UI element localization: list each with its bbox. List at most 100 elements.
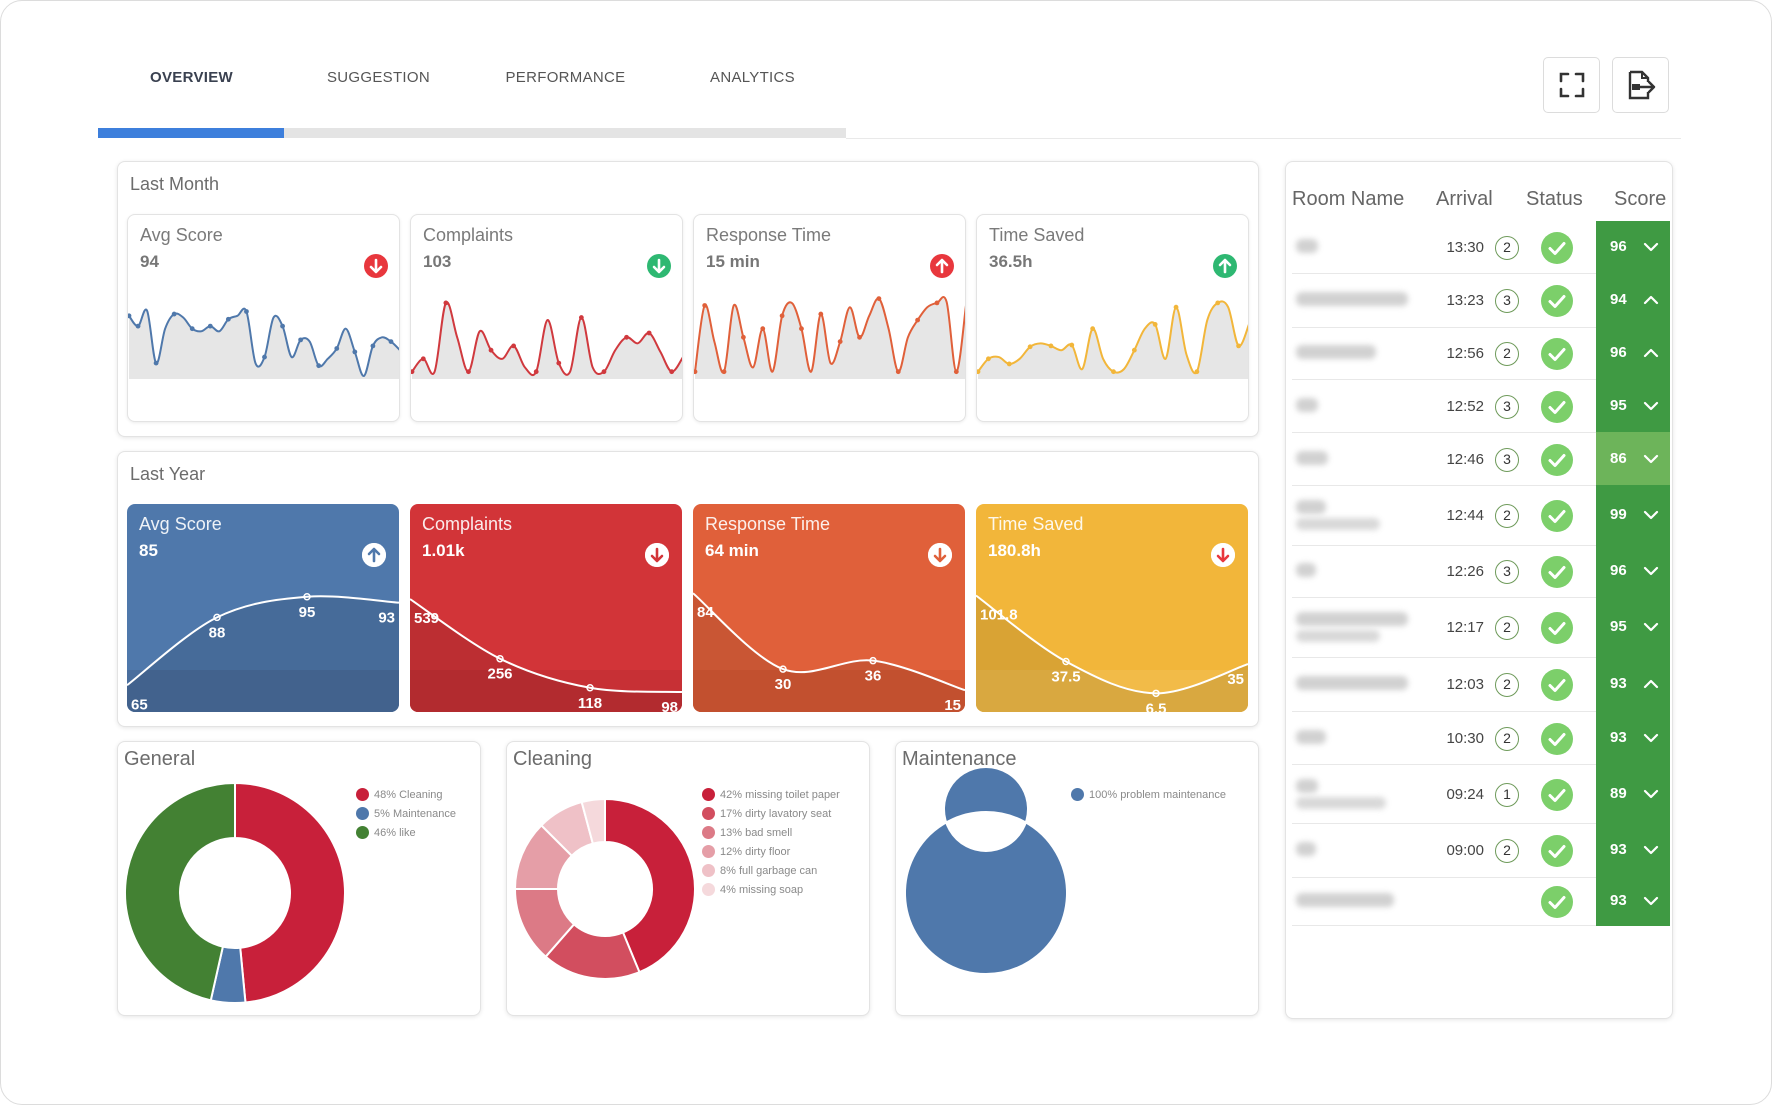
score-cell[interactable]: 93	[1596, 823, 1670, 878]
sparkline-area	[412, 302, 682, 379]
legend-item[interactable]: 17% dirty lavatory seat	[702, 804, 840, 823]
export-pdf-button[interactable]	[1612, 57, 1669, 113]
chevron-down-icon[interactable]	[1642, 450, 1660, 468]
tab-overview[interactable]: OVERVIEW	[150, 69, 233, 86]
chevron-down-icon[interactable]	[1642, 618, 1660, 636]
status-check-icon	[1541, 886, 1573, 918]
sparkline-chart	[128, 307, 399, 379]
score-cell[interactable]: 94	[1596, 273, 1670, 328]
score-cell[interactable]: 93	[1596, 657, 1670, 712]
table-row[interactable]: 13:23 3 94	[1292, 273, 1670, 328]
sparkline-chart	[694, 296, 965, 379]
chevron-up-icon[interactable]	[1642, 291, 1660, 309]
chevron-down-icon[interactable]	[1642, 506, 1660, 524]
score-cell[interactable]: 93	[1596, 711, 1670, 765]
table-row[interactable]: 12:56 2 96	[1292, 327, 1670, 380]
legend-item[interactable]: 42% missing toilet paper	[702, 785, 840, 804]
room-name-redacted	[1296, 729, 1326, 744]
table-row[interactable]: 10:30 2 93	[1292, 711, 1670, 765]
legend-item[interactable]: 12% dirty floor	[702, 842, 840, 861]
fullscreen-button[interactable]	[1543, 57, 1600, 113]
table-row[interactable]: 93	[1292, 877, 1670, 926]
sparkline-point	[721, 369, 727, 375]
table-row[interactable]: 09:00 2 93	[1292, 823, 1670, 878]
tab-suggestion[interactable]: SUGGESTION	[326, 69, 430, 86]
score-value: 99	[1610, 506, 1627, 523]
score-cell[interactable]: 96	[1596, 545, 1670, 598]
donut-legend: 42% missing toilet paper 17% dirty lavato…	[702, 785, 840, 899]
table-row[interactable]: 12:03 2 93	[1292, 657, 1670, 712]
arrow-up-icon	[930, 254, 954, 278]
trend-label: 101.8	[980, 607, 1018, 624]
table-row[interactable]: 12:17 2 95	[1292, 597, 1670, 658]
month-card-1[interactable]: Complaints 103	[410, 214, 683, 422]
score-cell[interactable]: 89	[1596, 764, 1670, 824]
col-score[interactable]: Score	[1614, 188, 1667, 210]
month-card-3[interactable]: Time Saved 36.5h	[976, 214, 1249, 422]
trend-point	[1152, 689, 1160, 698]
donut-slice-5	[580, 797, 606, 845]
col-status[interactable]: Status	[1526, 188, 1583, 210]
trend-label: 98	[661, 699, 678, 712]
sparkline-point	[1090, 326, 1096, 332]
legend-item[interactable]: 5% Maintenance	[356, 804, 456, 823]
chevron-down-icon[interactable]	[1642, 397, 1660, 415]
sparkline-point	[466, 369, 471, 375]
arrival-time: 12:56	[1446, 345, 1484, 362]
trend-label: 15	[944, 697, 961, 712]
score-cell[interactable]: 95	[1596, 597, 1670, 658]
month-card-0[interactable]: Avg Score 94	[127, 214, 400, 422]
score-value: 96	[1610, 562, 1627, 579]
sparkline-point	[760, 326, 766, 332]
score-cell[interactable]: 93	[1596, 877, 1670, 926]
col-arrival[interactable]: Arrival	[1436, 188, 1493, 210]
trend-line	[127, 595, 399, 687]
legend-item[interactable]: 8% full garbage can	[702, 861, 840, 880]
score-cell[interactable]: 86	[1596, 432, 1670, 486]
legend-item[interactable]: 100% problem maintenance	[1071, 785, 1226, 804]
chevron-down-icon[interactable]	[1642, 238, 1660, 256]
score-cell[interactable]: 96	[1596, 327, 1670, 380]
chevron-down-icon[interactable]	[1642, 785, 1660, 803]
score-cell[interactable]: 99	[1596, 485, 1670, 546]
arrival-time: 12:46	[1446, 450, 1484, 468]
table-row[interactable]: 12:52 3 95	[1292, 379, 1670, 433]
donut-legend: 48% Cleaning 5% Maintenance 46% like	[356, 785, 456, 842]
legend-item[interactable]: 48% Cleaning	[356, 785, 456, 804]
year-card-3[interactable]: 101.8 37.5 6.5 35 Time Saved 180.8h	[976, 504, 1248, 712]
month-card-2[interactable]: Response Time 15 min	[693, 214, 966, 422]
score-cell[interactable]: 96	[1596, 221, 1670, 274]
sparkline-point	[953, 369, 959, 375]
trend-label: 35	[1227, 671, 1244, 688]
chevron-down-icon[interactable]	[1642, 892, 1660, 910]
legend-item[interactable]: 13% bad smell	[702, 823, 840, 842]
table-row[interactable]: 09:24 1 89	[1292, 764, 1670, 824]
chevron-down-icon[interactable]	[1642, 562, 1660, 580]
year-card-2[interactable]: 84 30 36 15 Response Time 64 min	[693, 504, 965, 712]
sparkline-point	[225, 316, 231, 322]
fullscreen-icon	[1559, 72, 1584, 98]
table-row[interactable]: 12:46 3 86	[1292, 432, 1670, 486]
score-cell[interactable]: 95	[1596, 379, 1670, 433]
table-row[interactable]: 12:44 2 99	[1292, 485, 1670, 546]
legend-item[interactable]: 4% missing soap	[702, 880, 840, 899]
legend-label: 13% bad smell	[720, 826, 793, 839]
tab-performance[interactable]: PERFORMANCE	[505, 69, 626, 86]
legend-swatch	[702, 788, 715, 801]
legend-label: 5% Maintenance	[374, 807, 456, 820]
trend-point	[496, 654, 504, 663]
table-row[interactable]: 13:30 2 96	[1292, 221, 1670, 274]
year-card-1[interactable]: 539 256 118 98 Complaints 1.01k	[410, 504, 682, 712]
arrival-time: 12:03	[1446, 676, 1484, 693]
year-card-0[interactable]: 65 88 95 93 Avg Score 85	[127, 504, 399, 712]
chevron-down-icon[interactable]	[1642, 729, 1660, 747]
chevron-up-icon[interactable]	[1642, 675, 1660, 693]
legend-item[interactable]: 46% like	[356, 823, 456, 842]
col-room-name[interactable]: Room Name	[1292, 188, 1405, 210]
tab-analytics[interactable]: ANALYTICS	[710, 69, 795, 86]
chevron-up-icon[interactable]	[1642, 344, 1660, 362]
chevron-down-icon[interactable]	[1642, 841, 1660, 859]
arrival-time: 13:30	[1446, 239, 1484, 256]
table-row[interactable]: 12:26 3 96	[1292, 545, 1670, 598]
